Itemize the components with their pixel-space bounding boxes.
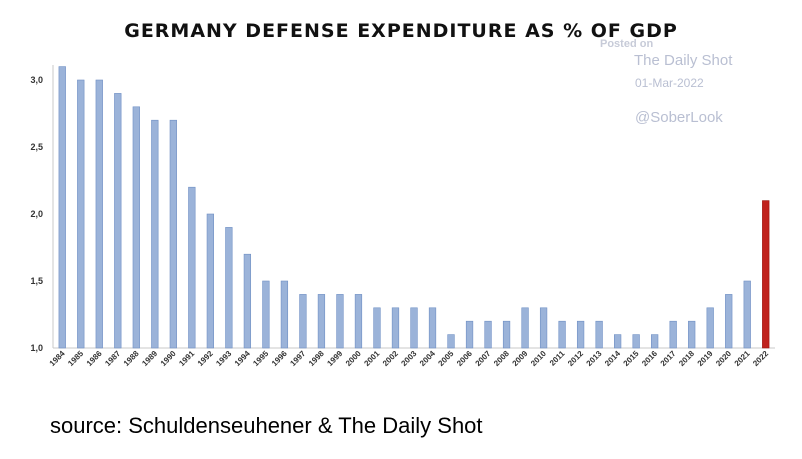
x-tick-label-1999: 1999 — [325, 349, 344, 368]
x-tick-label-1992: 1992 — [196, 349, 215, 368]
bar-1990 — [169, 119, 177, 349]
bar-1994 — [243, 253, 252, 349]
bar-1993 — [225, 227, 233, 349]
x-tick-label-2020: 2020 — [714, 349, 733, 368]
bar-2003 — [410, 307, 418, 349]
watermark-publication: The Daily Shot — [634, 52, 733, 69]
source-note: source: Schuldenseuhener & The Daily Sho… — [50, 413, 483, 438]
x-tick-label-2005: 2005 — [436, 349, 455, 368]
bar-2001 — [373, 307, 381, 349]
x-tick-label-2018: 2018 — [677, 349, 696, 368]
bar-1992 — [206, 213, 214, 349]
y-tick-label: 3,0 — [30, 75, 43, 85]
bar-2020 — [725, 294, 733, 349]
x-tick-label-2011: 2011 — [548, 349, 567, 368]
x-tick-label-2003: 2003 — [399, 349, 418, 368]
bar-1997 — [299, 294, 307, 349]
x-tick-label-2004: 2004 — [418, 349, 437, 368]
bar-2014 — [614, 334, 622, 349]
x-tick-label-1988: 1988 — [122, 349, 141, 368]
x-tick-label-2014: 2014 — [603, 349, 622, 368]
x-tick-label-2002: 2002 — [381, 349, 400, 368]
bar-1984 — [58, 66, 66, 349]
x-tick-label-2001: 2001 — [362, 349, 381, 368]
bar-1995 — [262, 280, 270, 349]
bar-1987 — [114, 93, 122, 349]
bar-2008 — [502, 320, 511, 349]
bar-2017 — [669, 320, 677, 349]
bar-2004 — [428, 307, 437, 349]
x-tick-label-1998: 1998 — [307, 349, 326, 368]
x-tick-label-1991: 1991 — [177, 349, 196, 368]
bar-2009 — [521, 307, 529, 349]
x-tick-label-1985: 1985 — [66, 349, 85, 368]
x-tick-label-1994: 1994 — [233, 349, 252, 368]
x-tick-label-2010: 2010 — [529, 349, 548, 368]
x-tick-label-1984: 1984 — [48, 349, 67, 368]
bar-2019 — [706, 307, 714, 349]
x-tick-label-1995: 1995 — [251, 349, 270, 368]
bar-1989 — [151, 119, 159, 349]
y-tick-label: 1,0 — [30, 343, 43, 353]
x-tick-label-1993: 1993 — [214, 349, 233, 368]
bar-2012 — [576, 320, 585, 349]
y-tick-label: 2,0 — [30, 209, 43, 219]
bar-2007 — [484, 320, 492, 349]
x-tick-label-2021: 2021 — [733, 349, 752, 368]
bar-2002 — [391, 307, 400, 349]
bar-2013 — [595, 320, 603, 349]
bar-1999 — [336, 294, 344, 349]
x-tick-label-1987: 1987 — [103, 349, 122, 368]
x-tick-label-2019: 2019 — [696, 349, 715, 368]
x-tick-label-1996: 1996 — [270, 349, 289, 368]
bar-2005 — [447, 334, 455, 349]
y-tick-label: 2,5 — [30, 142, 43, 152]
x-tick-label-1990: 1990 — [159, 349, 178, 368]
x-tick-label-1989: 1989 — [140, 349, 159, 368]
bar-2018 — [688, 320, 696, 349]
x-tick-label-2016: 2016 — [640, 349, 659, 368]
bar-1998 — [317, 294, 326, 349]
bar-1996 — [280, 280, 289, 349]
bar-2015 — [632, 334, 640, 349]
x-tick-label-2000: 2000 — [344, 349, 363, 368]
watermark-posted: Posted on — [600, 38, 654, 50]
bar-2021 — [743, 280, 751, 349]
y-tick-label: 1,5 — [30, 276, 43, 286]
bars — [58, 66, 770, 349]
x-tick-label-2013: 2013 — [585, 349, 604, 368]
x-tick-label-2007: 2007 — [474, 349, 493, 368]
x-tick-label-2009: 2009 — [511, 349, 530, 368]
x-tick-label-2017: 2017 — [659, 349, 678, 368]
watermark-handle: @SoberLook — [635, 109, 723, 126]
x-axis: 1984 1985 1986 1987 1988 1989 1990 1991 1992 1993… — [48, 347, 775, 368]
bar-1985 — [77, 79, 85, 349]
x-tick-label-2015: 2015 — [622, 349, 641, 368]
watermark-date: 01-Mar-2022 — [635, 76, 704, 90]
x-tick-label-1986: 1986 — [85, 349, 104, 368]
bar-2016 — [651, 334, 659, 349]
bar-2022 — [762, 200, 770, 349]
bar-2000 — [354, 294, 363, 349]
chart-title: GERMANY DEFENSE EXPENDITURE AS % OF GDP — [124, 20, 678, 42]
x-tick-label-2006: 2006 — [455, 349, 474, 368]
bar-1986 — [95, 79, 103, 349]
bar-2011 — [558, 320, 566, 349]
bar-1988 — [132, 106, 140, 349]
y-axis: 1,0 1,5 2,0 2,5 3,0 — [30, 65, 54, 353]
bar-2006 — [465, 320, 474, 349]
x-tick-label-2008: 2008 — [492, 349, 511, 368]
bar-2010 — [539, 307, 548, 349]
x-tick-label-2022: 2022 — [751, 349, 770, 368]
bar-1991 — [188, 186, 196, 349]
x-tick-label-1997: 1997 — [288, 349, 307, 368]
x-tick-label-2012: 2012 — [566, 349, 585, 368]
